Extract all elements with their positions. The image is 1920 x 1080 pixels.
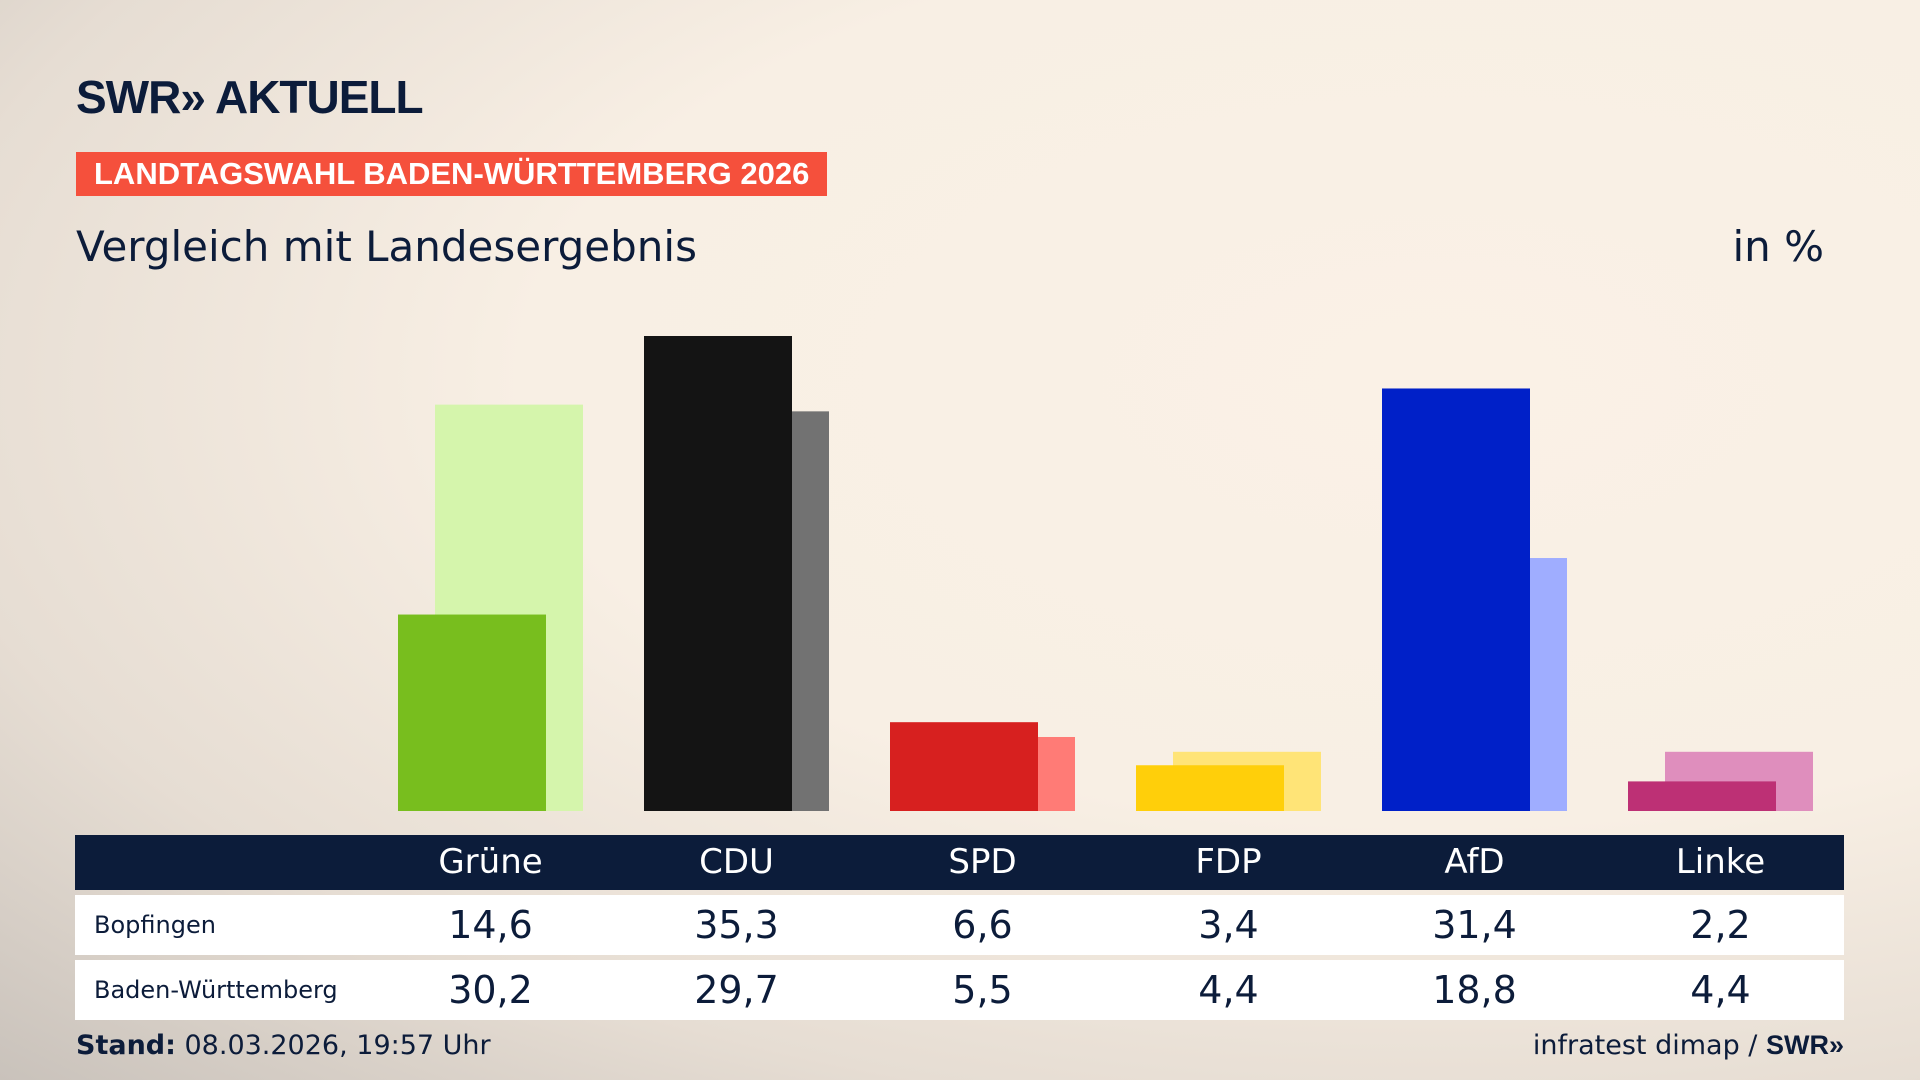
- unit-label: in %: [1732, 222, 1824, 271]
- column-header: FDP: [1195, 842, 1262, 882]
- row-label: Bopfingen: [94, 911, 216, 939]
- timestamp: Stand: 08.03.2026, 19:57 Uhr: [76, 1030, 491, 1061]
- column-header: AfD: [1444, 842, 1505, 882]
- bar-fdp-local: [1136, 765, 1284, 811]
- value-cell: 30,2: [448, 968, 533, 1012]
- bar-afd-local: [1382, 388, 1530, 811]
- value-cell: 35,3: [694, 903, 779, 947]
- source: infratest dimap / SWR»: [1533, 1030, 1844, 1061]
- value-cell: 2,2: [1690, 903, 1751, 947]
- row-label: Baden-Württemberg: [94, 976, 338, 1004]
- value-cell: 6,6: [952, 903, 1013, 947]
- value-cell: 5,5: [952, 968, 1013, 1012]
- chart-subtitle: Vergleich mit Landesergebnis: [76, 222, 697, 271]
- table-row: Baden-Württemberg 30,2 29,7 5,5 4,4 18,8 4,4: [75, 960, 1844, 1020]
- bar-spd-local: [890, 722, 1038, 811]
- stand-value: 08.03.2026, 19:57 Uhr: [175, 1030, 491, 1061]
- value-cell: 4,4: [1198, 968, 1259, 1012]
- bar-cdu-local: [644, 336, 792, 811]
- stand-label: Stand:: [76, 1030, 176, 1061]
- value-cell: 31,4: [1432, 903, 1517, 947]
- column-header: Linke: [1675, 842, 1766, 882]
- value-cell: 4,4: [1690, 968, 1751, 1012]
- election-banner: LANDTAGSWAHL BADEN-WÜRTTEMBERG 2026: [76, 152, 828, 196]
- column-header: SPD: [948, 842, 1017, 882]
- column-header: CDU: [699, 842, 774, 882]
- swr-aktuell-logo: SWR» AKTUELL: [76, 71, 424, 123]
- value-cell: 14,6: [448, 903, 533, 947]
- source-text: infratest dimap /: [1532, 1030, 1766, 1061]
- bar-chart: [398, 336, 1813, 811]
- value-cell: 3,4: [1198, 903, 1259, 947]
- value-cell: 29,7: [694, 968, 779, 1012]
- bar-linke-local: [1628, 781, 1776, 811]
- results-table: Grüne CDU SPD FDP AfD Linke Bopfingen 14,6 35,…: [75, 835, 1844, 1020]
- column-header: Grüne: [438, 842, 543, 882]
- value-cell: 18,8: [1432, 968, 1517, 1012]
- table-row: Bopfingen 14,6 35,3 6,6 3,4 31,4 2,2: [75, 895, 1844, 955]
- swr-logo: SWR»: [1765, 1030, 1844, 1060]
- bar-grüne-local: [398, 614, 546, 811]
- table-header: Grüne CDU SPD FDP AfD Linke: [75, 835, 1844, 890]
